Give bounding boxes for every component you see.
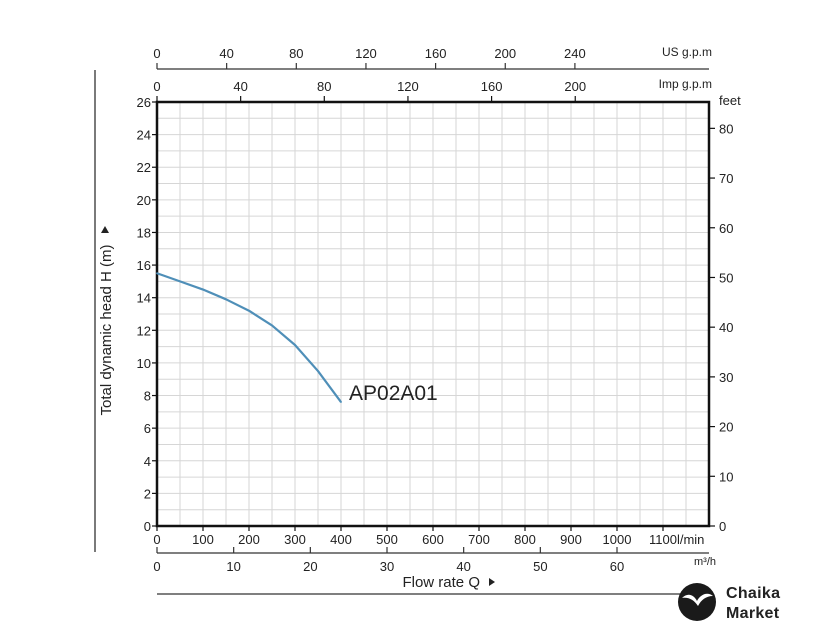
series-point-0: [317, 370, 319, 372]
tick-label-lpm: 600: [422, 532, 444, 547]
y-axis-title: Total dynamic head H (m): [98, 245, 115, 416]
tick-label-feet: 70: [719, 171, 733, 186]
tick-label-m3h: 10: [226, 559, 240, 574]
tick-label-lpm: 200: [238, 532, 260, 547]
brand-name-line1: Chaika: [726, 585, 780, 602]
tick-label-metres: 6: [144, 421, 151, 436]
tick-label-lpm: 800: [514, 532, 536, 547]
series-curves: AP02A01: [156, 272, 438, 405]
tick-label-us-gpm: 120: [355, 46, 377, 61]
tick-label-m3h: 20: [303, 559, 317, 574]
tick-label-m3h: 40: [456, 559, 470, 574]
tick-label-us-gpm: 200: [494, 46, 516, 61]
tick-label-lpm: 1000: [603, 532, 632, 547]
tick-label-imp-gpm: 40: [233, 79, 247, 94]
tick-label-m3h: 50: [533, 559, 547, 574]
tick-label-feet: 20: [719, 420, 733, 435]
tick-label-metres: 12: [137, 323, 151, 338]
series-point-0: [294, 344, 296, 346]
tick-label-metres: 14: [137, 291, 151, 306]
series-point-0: [225, 298, 227, 301]
tick-label-us-gpm: 160: [425, 46, 447, 61]
imp-gpm-unit-label: Imp g.p.m: [659, 77, 712, 91]
tick-label-m3h: 30: [380, 559, 394, 574]
tick-label-m3h: 0: [153, 559, 160, 574]
tick-label-lpm: 0: [153, 532, 160, 547]
tick-label-lpm: 100: [192, 532, 214, 547]
tick-label-metres: 10: [137, 356, 151, 371]
brand-name-line2: Market: [726, 605, 780, 622]
tick-label-metres: 4: [144, 454, 151, 469]
tick-label-metres: 18: [137, 225, 151, 240]
series-label-0: AP02A01: [349, 382, 438, 405]
tick-labels: 0 100 200 300 400 500 600 700 800 900 1000 1100l/mi…: [137, 45, 742, 574]
tick-label-m3h: 60: [610, 559, 624, 574]
tick-label-feet: 60: [719, 221, 733, 236]
tick-label-feet: 0: [719, 519, 726, 534]
tick-label-metres: 16: [137, 258, 151, 273]
tick-label-metres: 20: [137, 193, 151, 208]
m3h-unit-label: m³/h: [694, 556, 716, 568]
tick-label-feet: 30: [719, 370, 733, 385]
series-point-0: [179, 280, 181, 283]
tick-label-metres: 22: [137, 160, 151, 175]
tick-label-metres: 24: [137, 128, 151, 143]
feet-unit-label: feet: [719, 93, 741, 108]
us-gpm-unit-label: US g.p.m: [662, 45, 712, 59]
tick-label-imp-gpm: 0: [153, 79, 160, 94]
tick-label-lpm: 1100l/min: [649, 532, 704, 547]
tick-marks: [152, 63, 715, 553]
x-axis-arrow-icon: [489, 578, 495, 586]
series-point-0: [248, 309, 250, 312]
tick-label-lpm: 400: [330, 532, 352, 547]
tick-label-lpm: 700: [468, 532, 490, 547]
tick-label-us-gpm: 240: [564, 46, 586, 61]
tick-label-lpm: 300: [284, 532, 306, 547]
tick-label-metres: 8: [144, 389, 151, 404]
tick-label-feet: 80: [719, 121, 733, 136]
y-axis-arrow-icon: [101, 226, 109, 233]
tick-label-us-gpm: 40: [219, 46, 233, 61]
grid-lines: [157, 102, 709, 526]
series-point-0: [271, 324, 273, 327]
tick-label-imp-gpm: 80: [317, 79, 331, 94]
tick-label-lpm: 500: [376, 532, 398, 547]
tick-label-feet: 10: [719, 469, 733, 484]
tick-label-lpm: 900: [560, 532, 582, 547]
series-point-0: [156, 272, 158, 275]
tick-label-imp-gpm: 200: [564, 79, 586, 94]
tick-label-us-gpm: 0: [153, 46, 160, 61]
tick-label-metres: 2: [144, 486, 151, 501]
seagull-wing-shape: [682, 593, 713, 606]
tick-label-feet: 40: [719, 320, 733, 335]
tick-label-imp-gpm: 160: [481, 79, 503, 94]
series-point-0: [340, 401, 342, 403]
brand-logo: Chaika Market: [678, 583, 780, 622]
tick-label-metres: 0: [144, 519, 151, 534]
tick-label-imp-gpm: 120: [397, 79, 419, 94]
tick-label-feet: 50: [719, 270, 733, 285]
tick-label-us-gpm: 80: [289, 46, 303, 61]
series-point-0: [202, 288, 204, 291]
tick-label-metres: 26: [137, 95, 151, 110]
x-axis-title: Flow rate Q: [402, 574, 480, 591]
